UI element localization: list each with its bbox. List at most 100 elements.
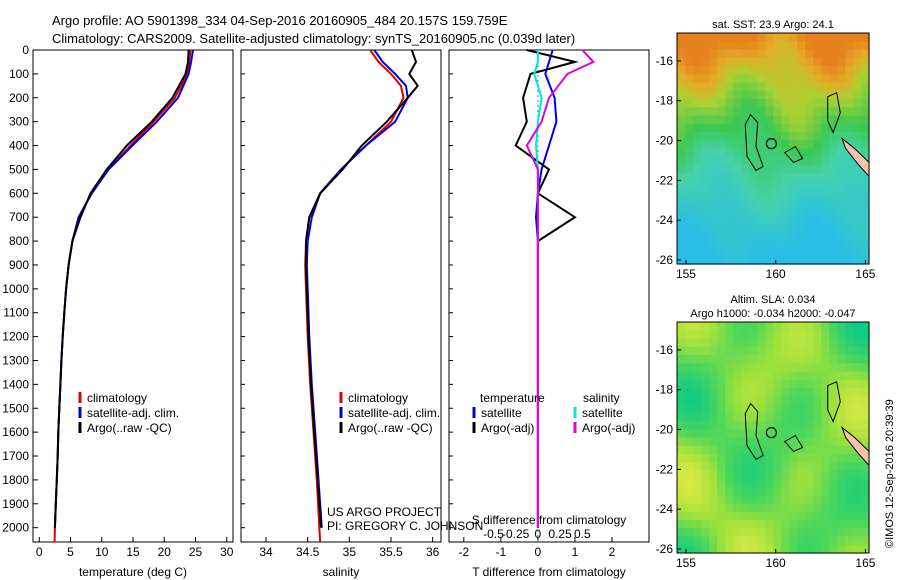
map-cell bbox=[765, 148, 774, 158]
map-cell bbox=[861, 33, 870, 42]
map-cell bbox=[757, 346, 766, 356]
map-cell bbox=[829, 379, 838, 389]
map-cell bbox=[829, 107, 838, 117]
map-cell bbox=[717, 346, 726, 356]
map-cell bbox=[717, 495, 726, 505]
map-cell bbox=[741, 511, 750, 521]
map-cell bbox=[821, 478, 830, 488]
map-cell bbox=[797, 478, 806, 488]
x-tick-label: 15 bbox=[126, 545, 140, 559]
map-cell bbox=[773, 107, 782, 117]
profile-location-marker bbox=[765, 427, 777, 439]
map-cell bbox=[813, 346, 822, 356]
y-tick-label: -16 bbox=[656, 343, 674, 357]
map-cell bbox=[789, 454, 798, 463]
map-cell bbox=[797, 528, 806, 538]
map-cell bbox=[757, 255, 766, 265]
map-cell bbox=[837, 156, 846, 166]
map-cell bbox=[853, 132, 862, 141]
map-cell bbox=[789, 470, 798, 480]
map-cell bbox=[693, 206, 702, 216]
map-cell bbox=[757, 181, 766, 191]
map-cell bbox=[709, 445, 718, 455]
map-cell bbox=[845, 379, 854, 389]
map-cell bbox=[773, 487, 782, 496]
map-cell bbox=[725, 82, 734, 92]
temperature-panel: 0 5 10 15 20 25 300100200300400500600700800900… bbox=[2, 43, 233, 579]
map-cell bbox=[781, 222, 790, 232]
map-cell bbox=[701, 421, 710, 430]
map-cell bbox=[837, 429, 846, 439]
map-cell bbox=[717, 371, 726, 381]
map-cell bbox=[837, 470, 846, 480]
map-cell bbox=[797, 189, 806, 199]
map-cell bbox=[765, 330, 774, 340]
map-cell bbox=[805, 346, 814, 356]
map-cell bbox=[741, 536, 750, 546]
map-cell bbox=[813, 41, 822, 51]
y-tick-label: 200 bbox=[9, 91, 29, 105]
map-cell bbox=[741, 379, 750, 389]
map-cell bbox=[813, 239, 822, 249]
map-cell bbox=[781, 371, 790, 381]
map-cell bbox=[741, 454, 750, 463]
map-cell bbox=[821, 437, 830, 447]
map-cell bbox=[733, 41, 742, 51]
map-cell bbox=[733, 214, 742, 224]
map-cell bbox=[701, 379, 710, 389]
map-cell bbox=[805, 41, 814, 51]
map-cell bbox=[805, 429, 814, 439]
map-cell bbox=[789, 231, 798, 240]
map-cell bbox=[677, 239, 686, 249]
map-cell bbox=[677, 338, 686, 348]
map-cell bbox=[773, 255, 782, 265]
map-cell bbox=[789, 388, 798, 397]
map-cell bbox=[733, 99, 742, 108]
map-cell bbox=[725, 536, 734, 546]
map-cell bbox=[845, 82, 854, 92]
map-cell bbox=[733, 90, 742, 100]
map-cell bbox=[677, 346, 686, 356]
map-cell bbox=[693, 41, 702, 51]
map-cell bbox=[685, 66, 694, 75]
map-cell bbox=[701, 57, 710, 67]
map-cell bbox=[741, 445, 750, 455]
map-cell bbox=[725, 148, 734, 158]
x-tick-label: 35 bbox=[343, 545, 357, 559]
y-tick-label: -18 bbox=[656, 383, 674, 397]
map-cell bbox=[749, 511, 758, 521]
map-cell bbox=[757, 74, 766, 84]
map-cell bbox=[725, 388, 734, 397]
map-cell bbox=[709, 57, 718, 67]
map-cell bbox=[749, 404, 758, 414]
map-cell bbox=[797, 379, 806, 389]
map-cell bbox=[829, 487, 838, 496]
m1-grid bbox=[677, 33, 870, 265]
map-cell bbox=[861, 429, 870, 439]
map-cell bbox=[789, 445, 798, 455]
map-cell bbox=[677, 173, 686, 183]
map-cell bbox=[813, 148, 822, 158]
map-cell bbox=[701, 536, 710, 546]
map-cell bbox=[789, 528, 798, 538]
map-cell bbox=[773, 470, 782, 480]
y-tick-label: 1800 bbox=[2, 473, 29, 487]
x-tick-label: 2 bbox=[609, 545, 616, 559]
map-cell bbox=[741, 528, 750, 538]
map-cell bbox=[797, 396, 806, 406]
map-cell bbox=[813, 487, 822, 496]
map-cell bbox=[717, 214, 726, 224]
map-cell bbox=[749, 222, 758, 232]
map-cell bbox=[829, 239, 838, 249]
map-cell bbox=[821, 115, 830, 125]
map-cell bbox=[829, 156, 838, 166]
map-cell bbox=[813, 528, 822, 538]
map-cell bbox=[781, 74, 790, 84]
map-cell bbox=[781, 462, 790, 472]
map-cell bbox=[773, 231, 782, 240]
map-cell bbox=[709, 346, 718, 356]
map-cell bbox=[749, 445, 758, 455]
map-cell bbox=[725, 379, 734, 389]
map-cell bbox=[749, 429, 758, 439]
map-cell bbox=[757, 528, 766, 538]
